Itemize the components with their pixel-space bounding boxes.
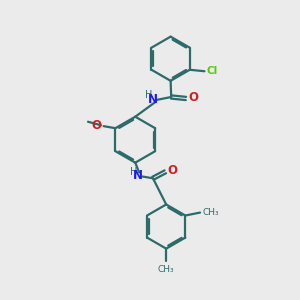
Text: N: N bbox=[133, 169, 143, 182]
Text: CH₃: CH₃ bbox=[202, 208, 219, 217]
Text: H: H bbox=[145, 90, 152, 100]
Text: O: O bbox=[167, 164, 177, 177]
Text: H: H bbox=[130, 167, 138, 177]
Text: O: O bbox=[91, 119, 101, 132]
Text: Cl: Cl bbox=[206, 66, 218, 76]
Text: O: O bbox=[189, 92, 199, 104]
Text: N: N bbox=[148, 93, 158, 106]
Text: CH₃: CH₃ bbox=[158, 265, 175, 274]
